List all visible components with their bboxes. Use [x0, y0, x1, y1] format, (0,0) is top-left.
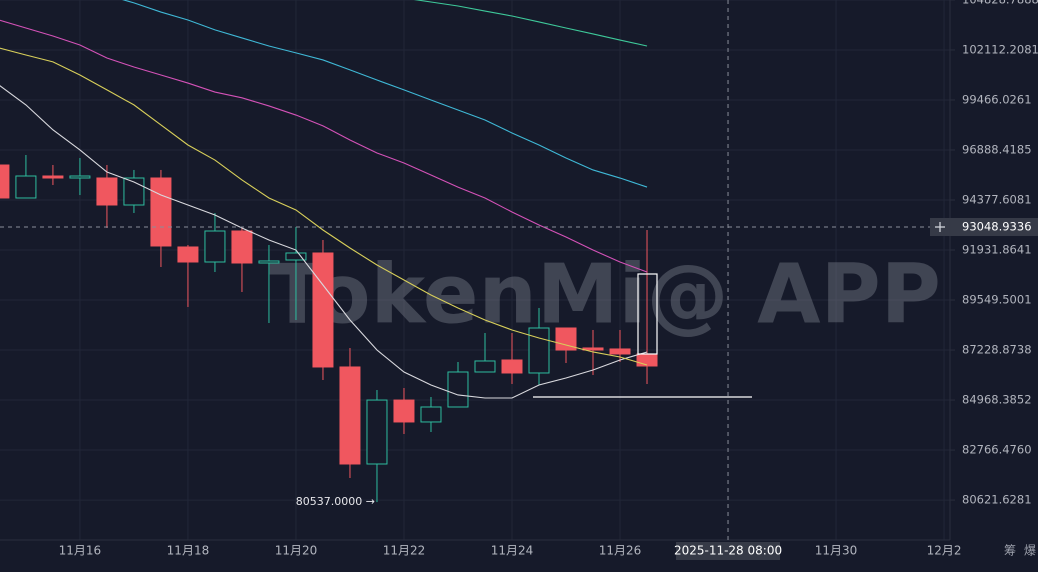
candle-body — [339, 366, 361, 465]
candle-body — [258, 260, 280, 264]
candle-body — [501, 359, 523, 374]
ma-line — [0, 19, 648, 273]
y-tick-label: 89549.5001 — [962, 293, 1032, 307]
ma-line — [413, 0, 648, 47]
y-tick-label: 104828.7888 — [962, 0, 1038, 6]
x-tick-label: 11月18 — [167, 544, 210, 558]
crosshair-x-label: 2025-11-28 08:00 — [674, 544, 782, 558]
candle-body — [15, 175, 37, 199]
ma-line — [122, 0, 648, 188]
candle-body — [312, 252, 334, 368]
candle-body — [636, 353, 658, 367]
candle-body — [393, 399, 415, 423]
plot-area — [0, 0, 658, 503]
candle-body — [42, 175, 64, 179]
y-tick-label: 102112.2081 — [962, 42, 1038, 56]
candle-body — [177, 246, 199, 263]
y-tick-label: 91931.8641 — [962, 243, 1032, 257]
ma-line — [0, 47, 648, 366]
overlay: 80537.0000 → 2025-11-28 08:00 93048.9336 筹爆 — [0, 0, 1038, 560]
y-tick-label: 80621.6281 — [962, 493, 1032, 507]
y-tick-label: 99466.0261 — [962, 92, 1032, 106]
x-tick-label: 12月2 — [927, 544, 962, 558]
y-tick-label: 94377.6081 — [962, 192, 1032, 206]
y-tick-label: 82766.4760 — [962, 443, 1032, 457]
axes: 104828.7888 102112.2081 99466.0261 96888.41… — [59, 0, 1038, 558]
candle-body — [555, 327, 577, 351]
candle-body — [609, 348, 631, 355]
candle-body — [366, 399, 388, 465]
crosshair-x-label-box — [676, 542, 781, 560]
candle-body — [231, 230, 253, 264]
candle-body — [69, 175, 91, 179]
toolbar-button[interactable]: 筹 — [1004, 544, 1016, 558]
x-tick-label: 11月22 — [383, 544, 426, 558]
candle-body — [447, 371, 469, 408]
x-tick-label: 11月30 — [815, 544, 858, 558]
candle-body — [204, 230, 226, 263]
toolbar-button[interactable]: 爆 — [1024, 544, 1036, 558]
crosshair-y-label: 93048.9336 — [962, 220, 1032, 234]
candle-body — [528, 327, 550, 374]
candle-body — [285, 252, 307, 261]
watermark: TokenMi@ APP — [269, 247, 941, 342]
x-tick-label: 11月26 — [599, 544, 642, 558]
crosshair-y-label-box — [930, 218, 1038, 237]
drawn-box[interactable] — [637, 273, 658, 355]
y-tick-label: 96888.4185 — [962, 142, 1032, 156]
x-tick-label: 11月16 — [59, 544, 102, 558]
x-tick-label: 11月20 — [275, 544, 318, 558]
candle-body — [96, 177, 118, 206]
y-tick-label: 87228.8738 — [962, 343, 1032, 357]
candle-body — [420, 406, 442, 423]
low-marker-label: 80537.0000 → — [296, 495, 375, 508]
candle-body — [474, 360, 496, 373]
y-tick-label: 84968.3852 — [962, 393, 1032, 407]
candle-body — [0, 164, 10, 199]
ma-line — [0, 85, 648, 399]
candle-body — [150, 177, 172, 247]
x-tick-label: 11月24 — [491, 544, 534, 558]
grid — [0, 0, 950, 540]
